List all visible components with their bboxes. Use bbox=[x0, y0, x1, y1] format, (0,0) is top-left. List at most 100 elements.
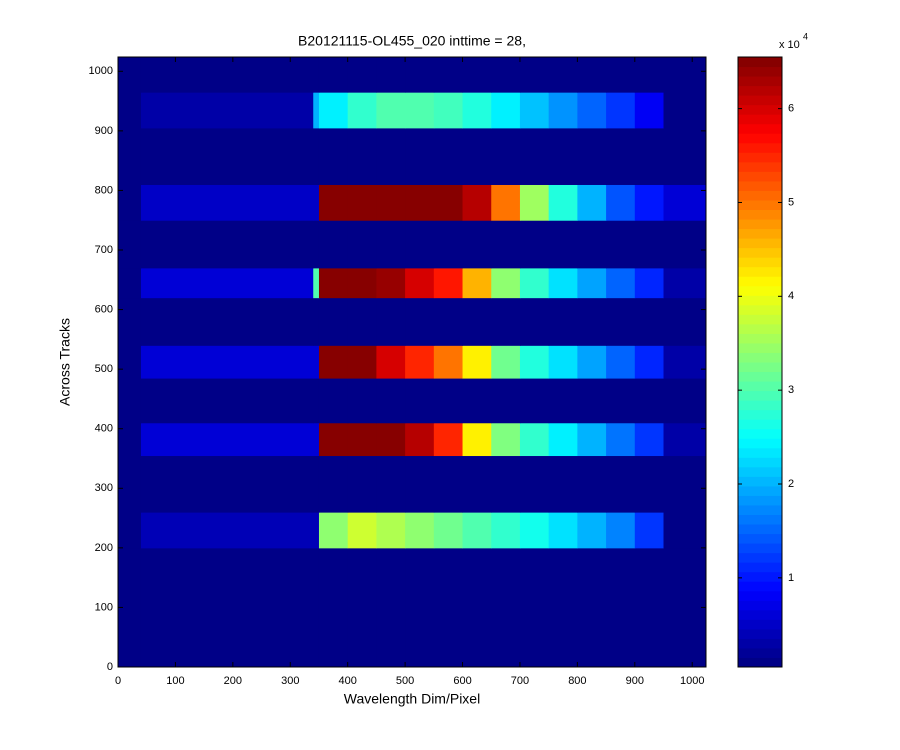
heatmap-cell bbox=[548, 57, 578, 93]
heatmap-cell bbox=[462, 512, 492, 549]
heatmap-cell bbox=[606, 422, 636, 457]
heatmap-cell bbox=[347, 547, 377, 668]
colorbar-band bbox=[738, 219, 782, 230]
heatmap-cell bbox=[606, 92, 636, 129]
heatmap-cell bbox=[548, 512, 578, 549]
colorbar-band bbox=[738, 333, 782, 344]
heatmap-cell bbox=[462, 92, 492, 129]
colorbar-band bbox=[738, 524, 782, 535]
heatmap-cell bbox=[433, 127, 464, 185]
colorbar-band bbox=[738, 371, 782, 382]
heatmap-cell bbox=[433, 455, 464, 513]
heatmap-cell bbox=[634, 220, 665, 269]
heatmap-cell bbox=[318, 220, 349, 269]
heatmap-cell bbox=[376, 455, 406, 513]
heatmap-cell bbox=[118, 455, 142, 513]
heatmap-cell bbox=[433, 547, 464, 668]
heatmap-cell bbox=[140, 220, 314, 269]
heatmap-cell bbox=[376, 378, 406, 424]
heatmap-cell bbox=[663, 345, 707, 379]
colorbar-band bbox=[738, 447, 782, 458]
heatmap-cell bbox=[118, 92, 142, 129]
heatmap-cell bbox=[519, 547, 550, 668]
heatmap-cell bbox=[118, 378, 142, 424]
heatmap-cell bbox=[405, 378, 435, 424]
colorbar-tick-label: 2 bbox=[788, 478, 794, 490]
heatmap-cell bbox=[405, 512, 435, 549]
heatmap-cell bbox=[318, 547, 349, 668]
heatmap-cell bbox=[634, 57, 665, 93]
heatmap-cell bbox=[491, 297, 521, 346]
heatmap-cell bbox=[118, 422, 142, 457]
colorbar-band bbox=[738, 209, 782, 220]
heatmap-cell bbox=[347, 512, 377, 549]
colorbar-band bbox=[738, 619, 782, 630]
heatmap-cell bbox=[462, 184, 492, 221]
heatmap-cell bbox=[118, 547, 142, 668]
heatmap-cell bbox=[606, 267, 636, 299]
heatmap-cell bbox=[313, 267, 320, 299]
colorbar-band bbox=[738, 485, 782, 496]
colorbar-tick-label: 1 bbox=[788, 572, 794, 584]
heatmap-cell bbox=[548, 127, 578, 185]
heatmap-cell bbox=[462, 127, 492, 185]
heatmap-cell bbox=[140, 57, 314, 93]
colorbar-exponent: 4 bbox=[803, 31, 808, 41]
heatmap-cell bbox=[313, 297, 320, 346]
y-tick-label: 200 bbox=[95, 542, 113, 554]
heatmap-cell bbox=[433, 57, 464, 93]
y-tick-label: 800 bbox=[95, 184, 113, 196]
colorbar-band bbox=[738, 104, 782, 115]
heatmap-cell bbox=[376, 267, 406, 299]
y-tick-label: 700 bbox=[95, 244, 113, 256]
chart-title: B20121115-OL455_020 inttime = 28, bbox=[298, 33, 526, 49]
heatmap-cell bbox=[318, 92, 349, 129]
heatmap-cell bbox=[519, 57, 550, 93]
colorbar-band bbox=[738, 428, 782, 439]
heatmap-cell bbox=[318, 57, 349, 93]
heatmap-cell bbox=[318, 512, 349, 549]
heatmap-cell bbox=[462, 378, 492, 424]
colorbar-band bbox=[738, 533, 782, 544]
heatmap-cell bbox=[634, 512, 665, 549]
colorbar-band bbox=[738, 600, 782, 611]
heatmap-cell bbox=[577, 422, 607, 457]
heatmap-cell bbox=[519, 127, 550, 185]
y-tick-label: 100 bbox=[95, 601, 113, 613]
heatmap-cell bbox=[433, 345, 464, 379]
x-tick-label: 300 bbox=[281, 675, 299, 687]
colorbar-band bbox=[738, 323, 782, 334]
heatmap-cell bbox=[405, 297, 435, 346]
colorbar bbox=[738, 57, 782, 668]
heatmap-cell bbox=[606, 345, 636, 379]
colorbar-band bbox=[738, 238, 782, 249]
colorbar-band bbox=[738, 400, 782, 411]
heatmap-cell bbox=[462, 220, 492, 269]
colorbar-band bbox=[738, 514, 782, 525]
colorbar-band bbox=[738, 295, 782, 306]
colorbar-frame bbox=[737, 56, 783, 668]
heatmap-cell bbox=[433, 378, 464, 424]
heatmap-cell bbox=[433, 220, 464, 269]
colorbar-band bbox=[738, 85, 782, 96]
heatmap-cell bbox=[634, 267, 665, 299]
heatmap-cell bbox=[347, 297, 377, 346]
colorbar-band bbox=[738, 314, 782, 325]
heatmap-cell bbox=[347, 92, 377, 129]
heatmap-cell bbox=[519, 512, 550, 549]
heatmap-cell bbox=[318, 267, 349, 299]
heatmap-cell bbox=[433, 422, 464, 457]
colorbar-band bbox=[738, 438, 782, 449]
colorbar-band bbox=[738, 199, 782, 210]
heatmap-cell bbox=[606, 297, 636, 346]
colorbar-tick-label: 4 bbox=[788, 290, 794, 302]
colorbar-band bbox=[738, 495, 782, 506]
heatmap-cell bbox=[405, 267, 435, 299]
heatmap-cell bbox=[376, 127, 406, 185]
heatmap-cell bbox=[519, 378, 550, 424]
y-tick-label: 300 bbox=[95, 482, 113, 494]
heatmap-cell bbox=[405, 57, 435, 93]
heatmap-cell bbox=[313, 512, 320, 549]
heatmap-cell bbox=[606, 57, 636, 93]
heatmap-cell bbox=[118, 57, 142, 93]
